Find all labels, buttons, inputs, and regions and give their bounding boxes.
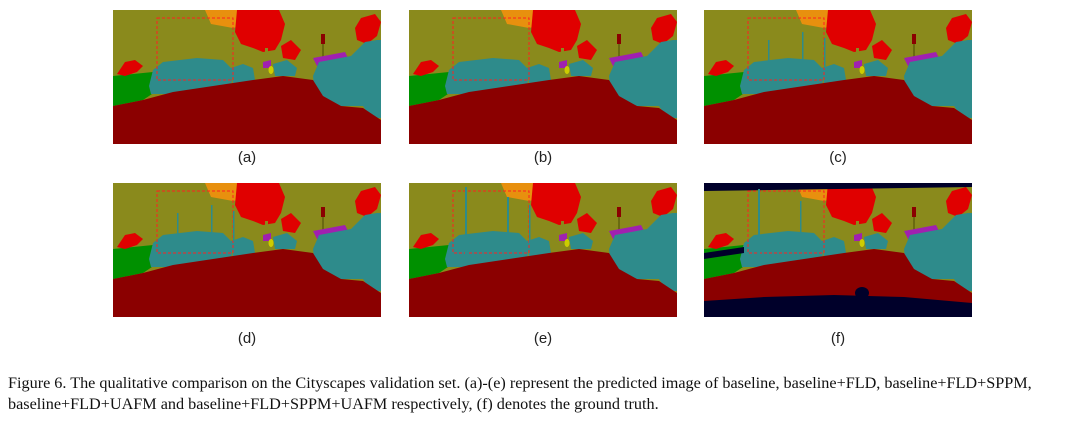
panel-label-c: (c) (829, 149, 847, 166)
figure-caption: Figure 6. The qualitative comparison on … (8, 374, 1032, 413)
segmentation-image (409, 183, 677, 317)
panel-d (113, 183, 381, 317)
panel-c (704, 10, 972, 144)
panel-a (113, 10, 381, 144)
panel-label-a: (a) (237, 149, 257, 166)
ground-truth-image (704, 183, 972, 317)
panel-label-d: (d) (237, 330, 257, 347)
segmentation-image (113, 10, 381, 144)
segmentation-image (113, 183, 381, 317)
panel-label-f: (f) (830, 330, 846, 347)
panel-f (704, 183, 972, 317)
segmentation-image (409, 10, 677, 144)
panel-b (409, 10, 677, 144)
segmentation-image (704, 10, 972, 144)
panel-label-b: (b) (533, 149, 553, 166)
panel-e (409, 183, 677, 317)
panel-label-e: (e) (533, 330, 553, 347)
